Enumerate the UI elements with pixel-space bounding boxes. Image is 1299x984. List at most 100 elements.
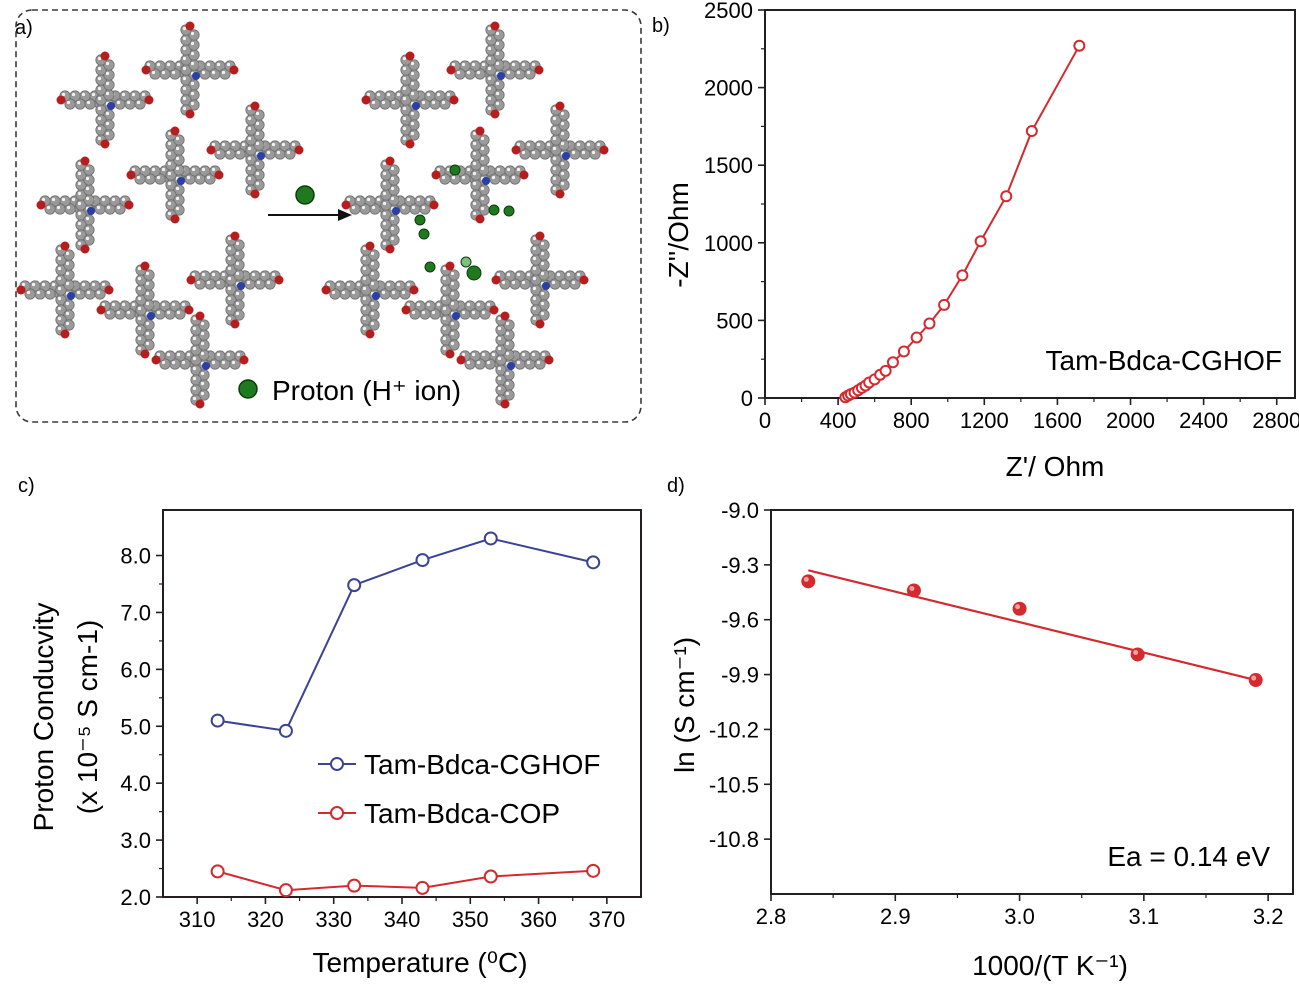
panel-c-ticks: 310 320 330 340 350 360 370 2.0 3.0 4.0 5.0 6.0 7.0 8…	[120, 544, 625, 932]
atom-highlight	[167, 151, 172, 156]
nitrogen-atom	[412, 102, 420, 110]
atom-highlight	[166, 62, 171, 67]
atom-highlight	[552, 126, 557, 131]
atom-highlight	[121, 92, 126, 97]
atom-highlight	[246, 280, 251, 285]
atom-highlight	[540, 251, 545, 256]
atom-highlight	[390, 166, 395, 171]
nyquist-point	[897, 345, 910, 358]
atom-highlight	[532, 246, 537, 251]
atom-highlight	[402, 66, 407, 71]
oxygen-atom	[170, 126, 180, 136]
atom-highlight	[516, 360, 521, 365]
atom-highlight	[552, 146, 557, 151]
arrhenius-point	[1248, 673, 1263, 688]
series-line-tam-bdca-cghof	[217, 537, 594, 732]
atom-highlight	[190, 51, 195, 56]
atom-highlight	[206, 280, 211, 285]
atom-highlight	[426, 92, 431, 97]
atom-highlight	[552, 106, 557, 111]
atom-highlight	[497, 376, 502, 381]
atom-highlight	[362, 306, 367, 311]
atom-highlight	[221, 272, 226, 277]
atom-highlight	[505, 381, 510, 386]
atom-highlight	[495, 31, 500, 36]
y-tick-label: 4.0	[120, 771, 151, 796]
atom-highlight	[370, 301, 375, 306]
oxygen-atom	[456, 355, 466, 365]
oxygen-atom	[599, 145, 609, 155]
atom-highlight	[472, 131, 477, 136]
atom-highlight	[410, 121, 415, 126]
x-tick-label: 400	[820, 408, 857, 433]
atom-highlight	[436, 92, 441, 97]
proton-in-pore-icon	[418, 228, 430, 240]
atom-highlight	[362, 266, 367, 271]
oxygen-atom	[56, 95, 66, 105]
oxygen-atom	[409, 285, 419, 295]
atom-highlight	[370, 321, 375, 326]
atom-highlight	[57, 326, 62, 331]
atom-highlight	[571, 280, 576, 285]
atom-highlight	[382, 171, 387, 176]
atom-highlight	[226, 352, 231, 357]
atom-highlight	[235, 251, 240, 256]
panel-c-xlabel: Temperature (⁰C)	[312, 947, 527, 978]
atom-highlight	[175, 166, 180, 171]
conductivity-point	[586, 555, 601, 570]
nitrogen-atom	[372, 292, 380, 300]
panel-c-points	[210, 531, 601, 898]
atom-highlight	[182, 46, 187, 51]
atom-highlight	[200, 331, 205, 336]
atom-highlight	[85, 216, 90, 221]
atom-highlight	[166, 352, 171, 357]
atom-highlight	[145, 281, 150, 286]
atom-highlight	[221, 142, 226, 147]
atom-highlight	[386, 282, 391, 287]
arrhenius-point	[906, 583, 921, 598]
atom-highlight	[516, 272, 521, 277]
panel-d-fit-line	[808, 569, 1256, 682]
atom-highlight	[476, 360, 481, 365]
oxygen-atom	[445, 261, 455, 271]
atom-highlight	[36, 290, 41, 295]
nitrogen-atom	[257, 152, 265, 160]
atom-highlight	[77, 191, 82, 196]
atom-highlight	[382, 191, 387, 196]
atom-highlight	[426, 197, 431, 202]
atom-highlight	[391, 100, 396, 105]
atom-highlight	[137, 286, 142, 291]
y-tick-label: 0	[741, 386, 753, 411]
atom-highlight	[167, 191, 172, 196]
atom-highlight	[390, 196, 395, 201]
atom-highlight	[261, 272, 266, 277]
panel-c-ylabel-units: (x 10⁻⁵ S cm-1)	[72, 620, 103, 814]
atom-highlight	[161, 360, 166, 365]
atom-highlight	[421, 205, 426, 210]
atom-highlight	[552, 176, 557, 181]
atom-highlight	[540, 271, 545, 276]
atom-highlight	[442, 266, 447, 271]
atom-highlight	[505, 351, 510, 356]
atom-highlight	[487, 26, 492, 31]
atom-highlight	[201, 70, 206, 75]
reaction-arrow-head-icon	[338, 209, 352, 221]
oxygen-atom	[214, 170, 224, 180]
panel-b-points	[839, 39, 1086, 404]
atom-highlight	[176, 62, 181, 67]
atom-highlight	[446, 92, 451, 97]
atom-highlight	[346, 282, 351, 287]
atom-highlight	[450, 291, 455, 296]
atom-highlight	[411, 205, 416, 210]
atom-highlight	[200, 321, 205, 326]
oxygen-atom	[475, 214, 485, 224]
atom-highlight	[126, 100, 131, 105]
atom-highlight	[131, 92, 136, 97]
oxygen-atom	[100, 51, 110, 61]
atom-highlight	[145, 321, 150, 326]
nitrogen-atom	[452, 312, 460, 320]
atom-highlight	[506, 70, 511, 75]
atom-highlight	[532, 286, 537, 291]
panel-d: d) 2.8 2.9 3.0 3.1 3.2 -9.0 -9.3 -9.6 -9.9 -10.2 -…	[667, 475, 1294, 981]
atom-highlight	[126, 310, 131, 315]
